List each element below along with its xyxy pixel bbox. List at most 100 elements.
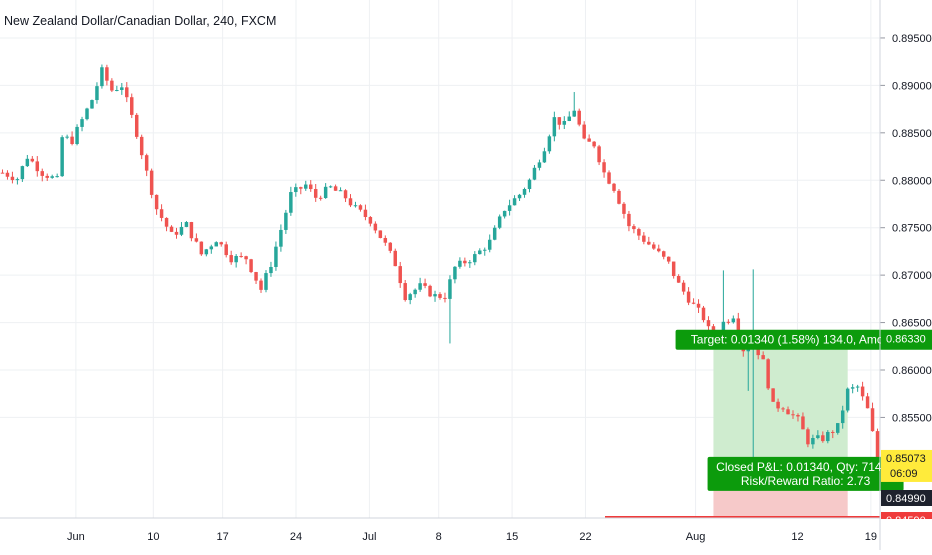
- candle-body: [502, 210, 507, 217]
- candle-body: [617, 190, 621, 204]
- candle-body: [164, 217, 169, 227]
- candle-body: [771, 388, 775, 402]
- candle-body: [100, 67, 104, 87]
- current-price-tag: 0.85073: [886, 453, 926, 465]
- x-tick-label: 12: [791, 531, 803, 543]
- candle-body: [358, 205, 363, 210]
- y-tick-label: 0.88000: [892, 175, 932, 187]
- candle-body: [343, 190, 348, 199]
- candle-body: [254, 272, 258, 281]
- candle-body: [836, 423, 840, 433]
- entry-price-tag-box: [881, 490, 932, 506]
- x-tick-label: 22: [579, 531, 591, 543]
- candle-body: [378, 230, 383, 238]
- candle-body: [234, 256, 238, 263]
- target-label-box: [675, 329, 932, 350]
- candle-body: [80, 119, 84, 127]
- candle-body: [821, 435, 825, 442]
- candle-body: [224, 244, 228, 256]
- candle-body: [492, 227, 497, 240]
- target-zone: [713, 338, 848, 466]
- candle-body: [831, 431, 835, 433]
- candle-body: [552, 117, 557, 137]
- candle-body: [801, 416, 805, 430]
- candle-body: [383, 237, 388, 243]
- candle-body: [338, 190, 343, 192]
- y-tick-label: 0.86500: [892, 318, 932, 330]
- candle-body: [169, 226, 174, 232]
- candle-body: [299, 187, 303, 189]
- closed-pnl-box: [707, 456, 904, 491]
- x-tick-label: 10: [147, 531, 159, 543]
- candle-body: [736, 318, 741, 334]
- candle-body: [652, 244, 656, 249]
- candle-body: [458, 260, 462, 267]
- candle-body: [249, 259, 253, 273]
- candle-body: [592, 141, 596, 147]
- candle-body: [85, 108, 89, 120]
- candle-body: [627, 213, 631, 227]
- candle-body: [701, 307, 706, 321]
- candle-body: [199, 241, 204, 255]
- candle-body: [826, 431, 830, 442]
- candle-body: [413, 289, 417, 295]
- candle-body: [811, 437, 815, 445]
- candle-body: [776, 401, 780, 409]
- candle-body: [75, 126, 79, 144]
- x-tick-label: Aug: [686, 531, 706, 543]
- candle-body: [468, 262, 472, 264]
- candle-body: [184, 222, 189, 227]
- x-tick-label: 17: [217, 531, 229, 543]
- candle-body: [726, 321, 731, 323]
- candle-body: [204, 249, 209, 255]
- candle-body: [527, 179, 532, 190]
- candle-body: [587, 138, 591, 142]
- candle-body: [264, 273, 268, 290]
- candle-body: [373, 223, 378, 231]
- x-tick-label: Jul: [362, 531, 376, 543]
- candle-body: [681, 282, 686, 292]
- candle-body: [269, 266, 273, 274]
- candle-body: [453, 266, 457, 280]
- candle-body: [403, 283, 407, 301]
- candle-body: [637, 229, 641, 236]
- candle-body: [65, 136, 69, 138]
- candle-body: [865, 396, 870, 409]
- y-tick-label: 0.87000: [892, 270, 932, 282]
- candle-body: [219, 242, 223, 245]
- candle-body: [179, 226, 184, 235]
- candle-body: [304, 184, 308, 189]
- candle-body: [657, 248, 661, 252]
- candle-body: [95, 86, 99, 101]
- candle-body: [706, 320, 711, 327]
- candle-body: [154, 194, 159, 210]
- target-label: Target: 0.01340 (1.58%) 134.0, Amount: 1…: [691, 333, 932, 347]
- candle-body: [229, 255, 233, 263]
- x-tick-label: 8: [436, 531, 442, 543]
- candle-body: [547, 136, 552, 152]
- y-tick-label: 0.89000: [892, 80, 932, 92]
- candle-body: [840, 410, 845, 424]
- candle-body: [318, 197, 323, 199]
- candle-body: [855, 386, 860, 388]
- candle-body: [438, 294, 442, 298]
- candle-body: [845, 388, 850, 411]
- candle-body: [582, 124, 586, 139]
- price-axis: 0.89500 0.89000 0.88500 0.88000 0.87500 0.870…: [879, 0, 932, 550]
- current-price-box: [881, 449, 932, 482]
- candle-body: [537, 162, 542, 168]
- candle-body: [870, 408, 875, 432]
- candle-body: [572, 110, 576, 117]
- candle-body: [70, 136, 74, 144]
- candle-body: [323, 186, 328, 198]
- y-tick-label: 0.88500: [892, 128, 932, 140]
- candle-body: [209, 246, 214, 250]
- candle-body: [497, 216, 502, 228]
- x-tick-label: 19: [865, 531, 877, 543]
- candle-body: [120, 87, 124, 91]
- candle-body: [105, 67, 109, 81]
- candle-body: [567, 116, 572, 122]
- candle-body: [368, 217, 373, 224]
